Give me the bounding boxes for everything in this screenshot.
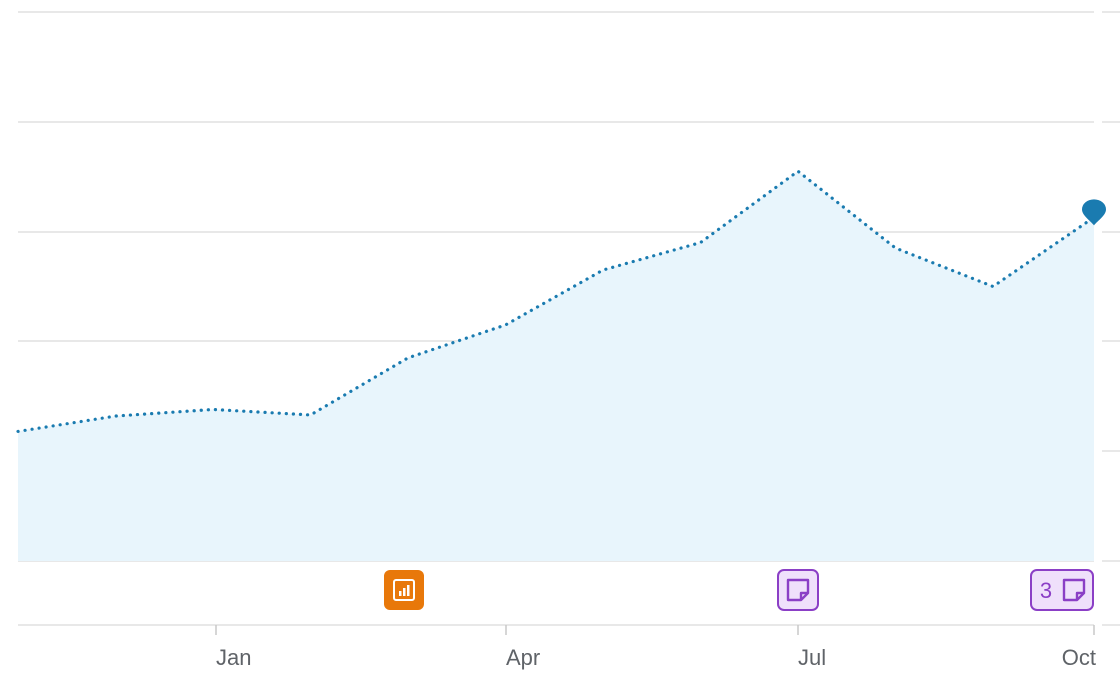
series-line bbox=[16, 169, 1096, 434]
data-point-feb[interactable] bbox=[402, 352, 414, 364]
data-point-mar[interactable] bbox=[500, 319, 512, 331]
data-point-aug[interactable] bbox=[987, 281, 999, 293]
data-point-jan[interactable] bbox=[305, 409, 317, 421]
note-icon bbox=[786, 578, 810, 602]
annotation-row: 3 bbox=[384, 569, 1094, 611]
note-icon bbox=[1062, 578, 1086, 602]
data-point-dec[interactable] bbox=[207, 403, 219, 415]
data-point-apr[interactable] bbox=[597, 264, 609, 276]
end-point-pin[interactable] bbox=[1082, 199, 1106, 226]
x-tick-label-jul: Jul bbox=[798, 645, 826, 670]
annotation-marker-1[interactable] bbox=[384, 570, 424, 610]
data-point-jul[interactable] bbox=[890, 242, 902, 254]
x-tick-label-apr: Apr bbox=[506, 645, 540, 670]
x-axis: Jan Apr Jul Oct bbox=[215, 625, 1096, 670]
data-point-oct[interactable] bbox=[12, 425, 24, 437]
annotation-marker-2[interactable] bbox=[777, 569, 819, 611]
annotation-marker-3[interactable]: 3 bbox=[1030, 569, 1094, 611]
data-point-nov[interactable] bbox=[110, 410, 122, 422]
data-point-jun[interactable] bbox=[792, 165, 804, 177]
end-point-marker[interactable] bbox=[1082, 199, 1106, 226]
data-point-sep[interactable] bbox=[1088, 211, 1100, 223]
x-tick-label-jan: Jan bbox=[216, 645, 251, 670]
bar-chart-icon bbox=[393, 579, 415, 601]
area-fill bbox=[18, 171, 1094, 561]
annotation-count: 3 bbox=[1040, 578, 1052, 603]
annotation-badge[interactable] bbox=[777, 569, 819, 611]
data-point-may[interactable] bbox=[695, 237, 707, 249]
x-tick-label-oct: Oct bbox=[1062, 645, 1096, 670]
